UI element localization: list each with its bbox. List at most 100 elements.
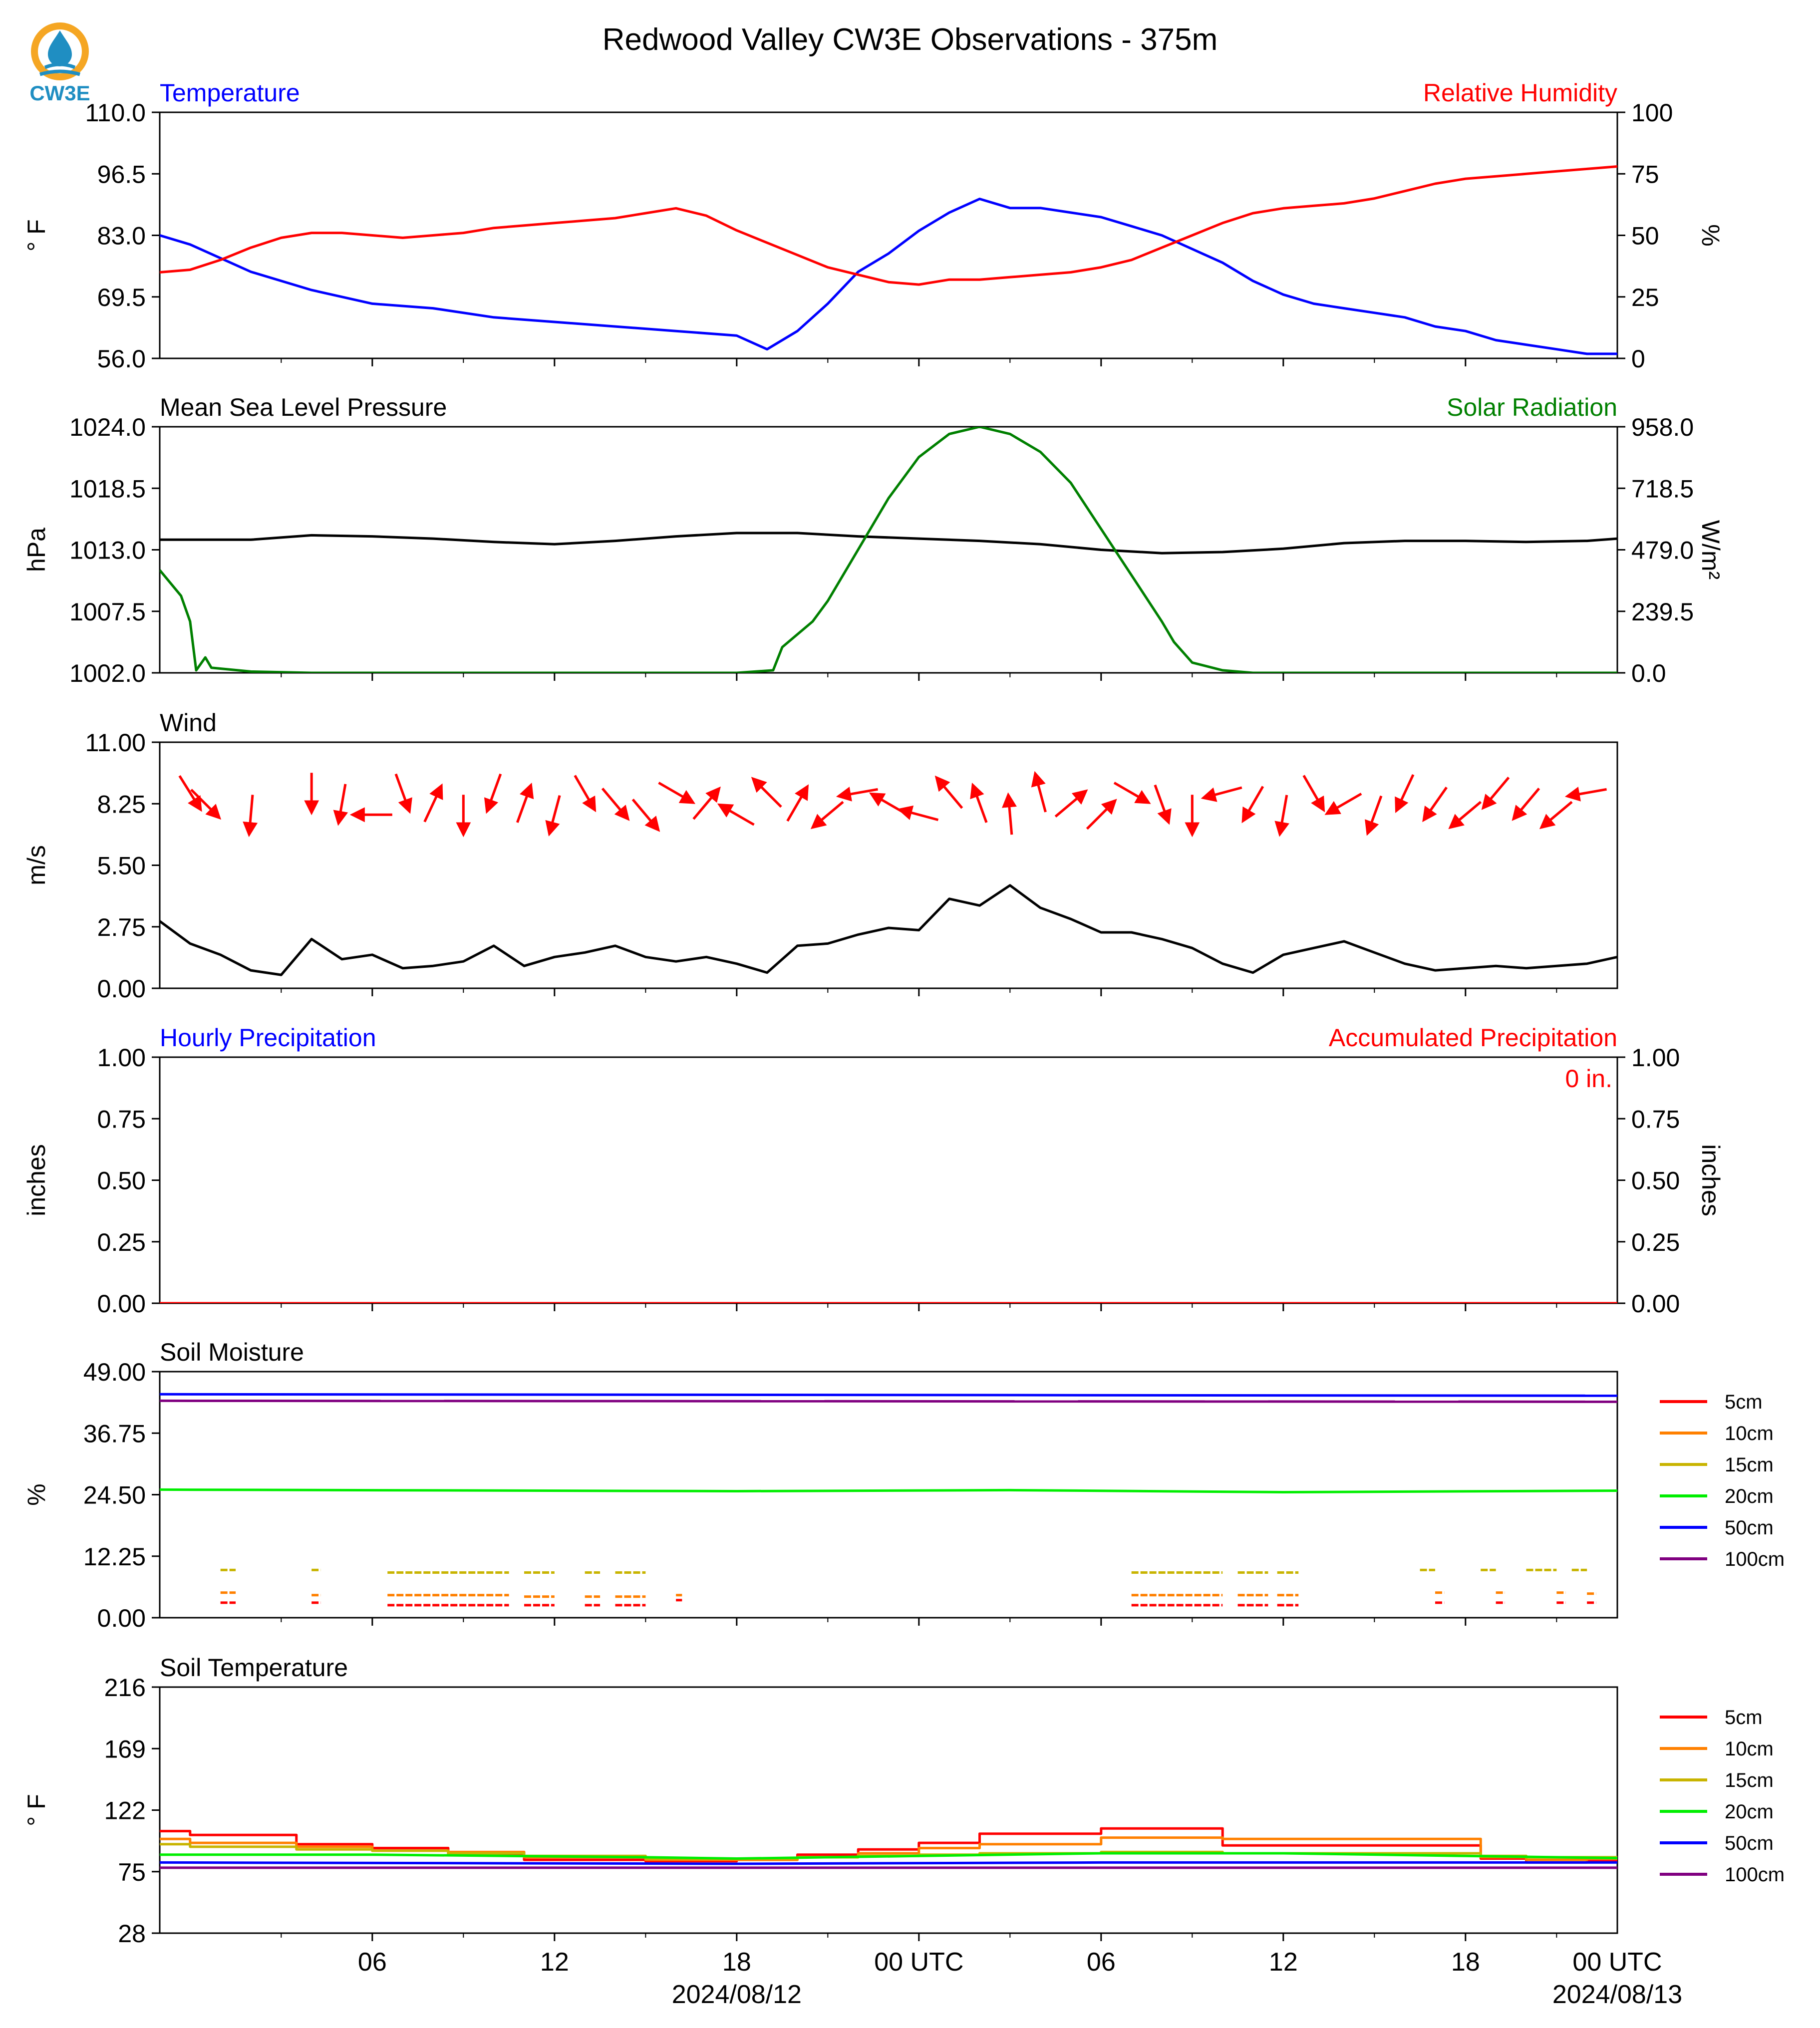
y-tick-label: 8.25: [97, 790, 146, 818]
y-tick-label: 122: [104, 1797, 146, 1825]
y-tick-label: 0.00: [97, 975, 146, 1003]
y2-axis-label: %: [1697, 224, 1725, 246]
wind-arrow: [1201, 786, 1242, 802]
wind-arrow: [1002, 792, 1017, 835]
drop-icon: [48, 30, 72, 66]
series-line-20cm: [160, 1488, 1617, 1493]
chart-title: Redwood Valley CW3E Observations - 375m: [603, 22, 1218, 57]
plot-area: [160, 1827, 1617, 1869]
x-tick-label: 18: [722, 1948, 751, 1977]
y2-tick-label: 0.75: [1631, 1105, 1680, 1133]
wind-arrow: [1274, 795, 1290, 837]
panel-title-left: Temperature: [160, 79, 300, 107]
legend-label: 100cm: [1725, 1548, 1785, 1570]
wind-arrow: [1365, 795, 1383, 836]
wind-arrow: [394, 773, 412, 814]
wind-arrow: [243, 795, 258, 838]
series-line-20cm: [160, 1852, 1617, 1860]
series-line-10cm: [160, 1836, 1617, 1861]
y2-tick-label: 0.00: [1631, 1290, 1680, 1318]
y-tick-label: 11.00: [85, 729, 146, 757]
panel-wind: Wind 11.00 8.25 5.50 2.75 0.00 m/s: [22, 709, 1806, 1003]
y2-tick-label: 958.0: [1631, 413, 1694, 441]
panel-title-left: Wind: [160, 709, 217, 737]
y-tick-label: 110.0: [85, 99, 146, 127]
y-tick-label: 24.50: [83, 1481, 146, 1509]
y-tick-label: 0.00: [97, 1290, 146, 1318]
panel-title-left: Mean Sea Level Pressure: [160, 393, 447, 421]
y-tick-label: 169: [104, 1735, 146, 1763]
x-date-label: 2024/08/12: [672, 1980, 802, 2009]
wind-arrow: [786, 784, 809, 822]
plot-area: [160, 165, 1617, 355]
y-axis-label: m/s: [22, 845, 50, 885]
cw3e-logo: CW3E: [25, 17, 95, 105]
plot-area: [160, 1393, 1617, 1607]
wind-arrow: [1422, 787, 1448, 823]
wind-arrow: [897, 805, 939, 822]
wind-arrow: [1086, 799, 1117, 830]
series-line-50cm: [160, 1393, 1617, 1397]
y-tick-label: 2.75: [97, 913, 146, 941]
wind-arrow: [601, 788, 630, 821]
wind-arrow: [1768, 795, 1771, 835]
wind-arrow: [1113, 782, 1151, 804]
y2-tick-label: 0.50: [1631, 1167, 1680, 1195]
logo-text: CW3E: [29, 81, 90, 105]
y-tick-label: 69.5: [97, 284, 146, 311]
y-tick-label: 83.0: [97, 222, 146, 250]
y2-axis-label: inches: [1697, 1144, 1725, 1216]
legend-label: 50cm: [1725, 1517, 1774, 1539]
legend-label: 5cm: [1725, 1707, 1763, 1729]
wind-arrow: [692, 786, 721, 820]
panel-title-right: Relative Humidity: [1423, 79, 1617, 107]
y2-tick-label: 0.25: [1631, 1228, 1680, 1256]
y2-tick-label: 75: [1631, 160, 1659, 188]
panel-title-left: Soil Temperature: [160, 1654, 348, 1682]
panel-frame: [159, 1371, 1618, 1619]
wind-arrow: [1154, 784, 1172, 825]
series-line-1: [160, 427, 1617, 673]
legend-label: 15cm: [1725, 1454, 1774, 1476]
legend-label: 100cm: [1725, 1864, 1785, 1886]
plot-area: [160, 427, 1617, 673]
legend-label: 20cm: [1725, 1485, 1774, 1507]
y-axis-label: ° F: [22, 219, 50, 251]
legend-label: 10cm: [1725, 1738, 1774, 1760]
panel-title-right: Accumulated Precipitation: [1329, 1024, 1617, 1052]
y-tick-label: 5.50: [97, 852, 146, 880]
wind-arrow: [484, 773, 502, 814]
wind-arrow: [836, 787, 878, 802]
series-line-0: [160, 884, 1617, 976]
y2-tick-label: 718.5: [1631, 475, 1694, 503]
y-axis-label: ° F: [22, 1794, 50, 1826]
y-tick-label: 0.25: [97, 1228, 146, 1256]
wind-arrow: [1564, 787, 1607, 802]
accumulated-total-label: 0 in.: [1565, 1065, 1612, 1093]
wind-arrow: [1793, 774, 1806, 812]
y-tick-label: 0.00: [97, 1604, 146, 1632]
x-tick-label: 00 UTC: [874, 1948, 963, 1977]
y-tick-label: 0.75: [97, 1105, 146, 1133]
wind-arrow: [1735, 784, 1742, 824]
x-tick-label: 00 UTC: [1572, 1948, 1662, 1977]
y-tick-label: 1.00: [97, 1044, 146, 1072]
wind-arrow: [1539, 801, 1573, 830]
panel-title-left: Soil Moisture: [160, 1338, 304, 1366]
y2-tick-label: 50: [1631, 222, 1659, 250]
chart-panels: Temperature Relative Humidity 110.0 96.5 83.…: [22, 79, 1806, 2009]
x-tick-label: 12: [1269, 1948, 1298, 1977]
legend-label: 10cm: [1725, 1423, 1774, 1445]
y-tick-label: 96.5: [97, 160, 146, 188]
series-line-1: [160, 165, 1617, 286]
x-tick-label: 18: [1451, 1948, 1480, 1977]
series-line-15cm: [160, 1843, 1617, 1860]
y-tick-label: 36.75: [83, 1420, 146, 1448]
y2-axis-label: W/m²: [1697, 520, 1725, 579]
wind-arrow: [333, 784, 348, 826]
wind-arrow: [658, 782, 696, 804]
legend-label: 15cm: [1725, 1769, 1774, 1791]
y-tick-label: 49.00: [83, 1358, 146, 1386]
panel-soil_moisture: Soil Moisture 49.00 36.75 24.50 12.25 0.00% 5c…: [22, 1338, 1785, 1632]
